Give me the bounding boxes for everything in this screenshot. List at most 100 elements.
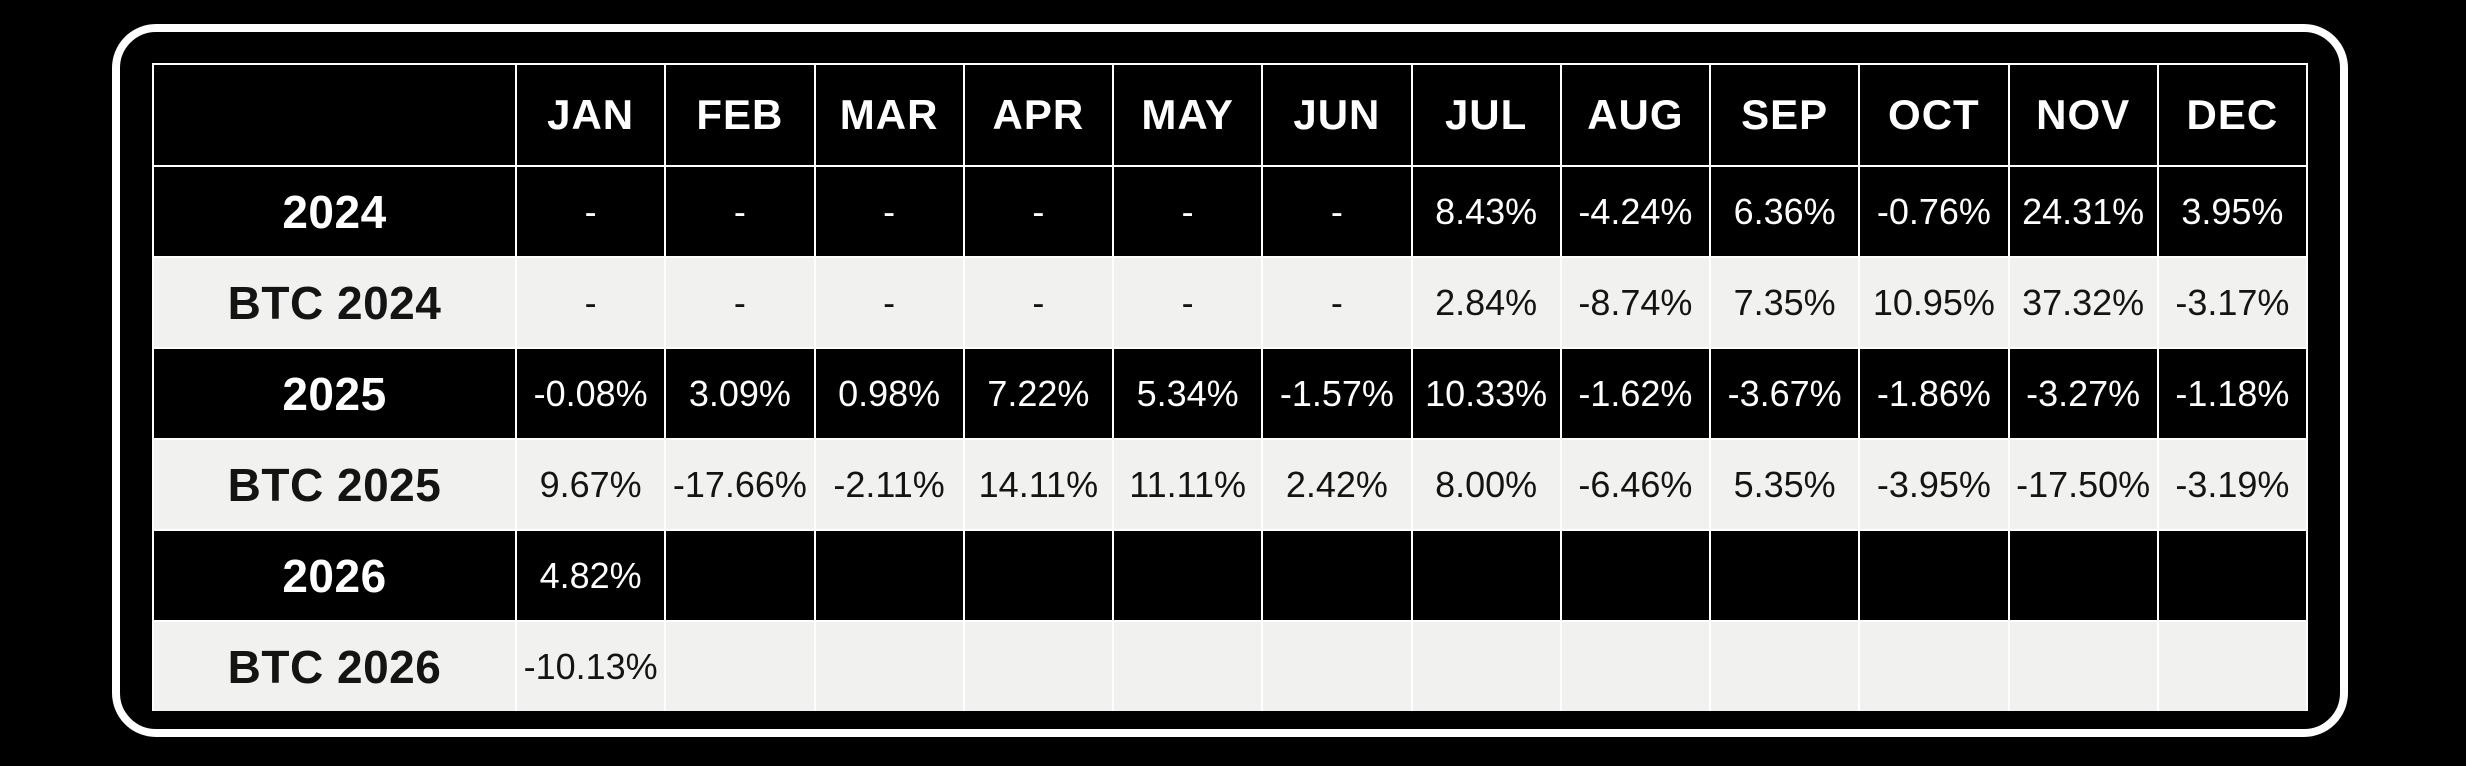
table-cell: 8.00% — [1410, 438, 1562, 531]
table-cell — [1410, 529, 1562, 622]
table-cell: 10.95% — [1858, 256, 2010, 349]
table-cell: -17.66% — [664, 438, 816, 531]
row-label: BTC 2026 — [152, 620, 517, 711]
table-row-2026: 2026 4.82% — [152, 529, 2309, 622]
column-header-mar: MAR — [813, 63, 965, 167]
column-header-oct: OCT — [1858, 63, 2010, 167]
table-cell: - — [1111, 165, 1264, 258]
table-cell — [2007, 620, 2159, 711]
column-header-may: MAY — [1111, 63, 1264, 167]
table-cell: - — [664, 256, 816, 349]
table-cell: - — [962, 256, 1115, 349]
table-cell: - — [1261, 256, 1413, 349]
table-cell: -3.17% — [2156, 256, 2309, 349]
column-header-jul: JUL — [1410, 63, 1562, 167]
table-cell: 2.42% — [1261, 438, 1413, 531]
table-cell: 5.35% — [1708, 438, 1861, 531]
table-row-2025: 2025 -0.08% 3.09% 0.98% 7.22% 5.34% -1.57% 10.3… — [152, 347, 2309, 440]
row-label: BTC 2025 — [152, 438, 517, 531]
column-header-feb: FEB — [664, 63, 816, 167]
table-cell — [2156, 529, 2309, 622]
table-cell: - — [1111, 256, 1264, 349]
table-cell — [1708, 620, 1861, 711]
table-cell: -0.76% — [1858, 165, 2010, 258]
table-cell — [1858, 620, 2010, 711]
table-cell — [664, 620, 816, 711]
table-cell: 9.67% — [514, 438, 667, 531]
table-cell: -3.27% — [2007, 347, 2159, 440]
table-cell — [1261, 620, 1413, 711]
row-label: 2025 — [152, 347, 517, 440]
table-cell — [1111, 529, 1264, 622]
table-cell: - — [813, 165, 965, 258]
table-cell: 14.11% — [962, 438, 1115, 531]
table-cell — [1111, 620, 1264, 711]
column-header-apr: APR — [962, 63, 1115, 167]
table-row-2024: 2024- - - - - -8.43% -4.24% 6.36% -0.76% 24.31% 3.… — [152, 165, 2309, 258]
table-cell: -1.62% — [1559, 347, 1712, 440]
table-cell — [1410, 620, 1562, 711]
table-cell: 4.82% — [514, 529, 667, 622]
table-cell — [813, 620, 965, 711]
table-cell: -3.19% — [2156, 438, 2309, 531]
table-cell: 5.34% — [1111, 347, 1264, 440]
table-cell: 7.35% — [1708, 256, 1861, 349]
table-cell: -10.13% — [514, 620, 667, 711]
row-label: BTC 2024 — [152, 256, 517, 349]
table-cell: 3.09% — [664, 347, 816, 440]
corner-cell — [152, 63, 517, 167]
table-cell: 37.32% — [2007, 256, 2159, 349]
table-row-btc-2025: BTC 2025 9.67% -17.66% -2.11% 14.11% 11.11% 2.… — [152, 438, 2309, 531]
table-cell — [1559, 529, 1712, 622]
row-label: 2024 — [152, 165, 517, 258]
table-cell: -0.08% — [514, 347, 667, 440]
table-cell: 7.22% — [962, 347, 1115, 440]
table-cell: 8.43% — [1410, 165, 1562, 258]
table-cell: 3.95% — [2156, 165, 2309, 258]
table-cell: -2.11% — [813, 438, 965, 531]
table-cell: -4.24% — [1559, 165, 1712, 258]
table-row-btc-2024: BTC 2024- - - - - -2.84% -8.74% 7.35% 10.95% 37.3… — [152, 256, 2309, 349]
table-cell: - — [664, 165, 816, 258]
table-row-btc-2026: BTC 2026 -10.13% — [152, 620, 2309, 711]
table-cell: - — [962, 165, 1115, 258]
table-cell: 2.84% — [1410, 256, 1562, 349]
column-header-jan: JAN — [514, 63, 667, 167]
column-header-sep: SEP — [1708, 63, 1861, 167]
column-header-jun: JUN — [1261, 63, 1413, 167]
table-cell: 6.36% — [1708, 165, 1861, 258]
monthly-performance-table: JAN FEB MAR APR MAY JUN JUL AUG SEP OCT NOV DEC 202… — [152, 63, 2309, 711]
table-cell: -1.57% — [1261, 347, 1413, 440]
table-cell — [962, 529, 1115, 622]
table-cell: -3.95% — [1858, 438, 2010, 531]
table-cell: -17.50% — [2007, 438, 2159, 531]
table-cell: -8.74% — [1559, 256, 1712, 349]
table-cell: 0.98% — [813, 347, 965, 440]
table-cell — [1559, 620, 1712, 711]
table-cell: -1.18% — [2156, 347, 2309, 440]
table-cell — [1858, 529, 2010, 622]
table-cell: - — [514, 256, 667, 349]
table-cell: -3.67% — [1708, 347, 1861, 440]
table-header-row: JAN FEB MAR APR MAY JUN JUL AUG SEP OCT NOV DEC — [152, 63, 2309, 167]
table-cell — [813, 529, 965, 622]
table-cell — [1261, 529, 1413, 622]
table-cell — [664, 529, 816, 622]
table-cell — [962, 620, 1115, 711]
table-cell — [2007, 529, 2159, 622]
table-cell: - — [813, 256, 965, 349]
table-cell — [2156, 620, 2309, 711]
column-header-dec: DEC — [2156, 63, 2309, 167]
rounded-frame — [112, 24, 2348, 737]
table-cell: -1.86% — [1858, 347, 2010, 440]
column-header-nov: NOV — [2007, 63, 2159, 167]
table-cell: - — [1261, 165, 1413, 258]
column-header-aug: AUG — [1559, 63, 1712, 167]
table-cell: 10.33% — [1410, 347, 1562, 440]
row-label: 2026 — [152, 529, 517, 622]
table-cell: - — [514, 165, 667, 258]
table-cell: 11.11% — [1111, 438, 1264, 531]
table-cell: 24.31% — [2007, 165, 2159, 258]
table-cell — [1708, 529, 1861, 622]
